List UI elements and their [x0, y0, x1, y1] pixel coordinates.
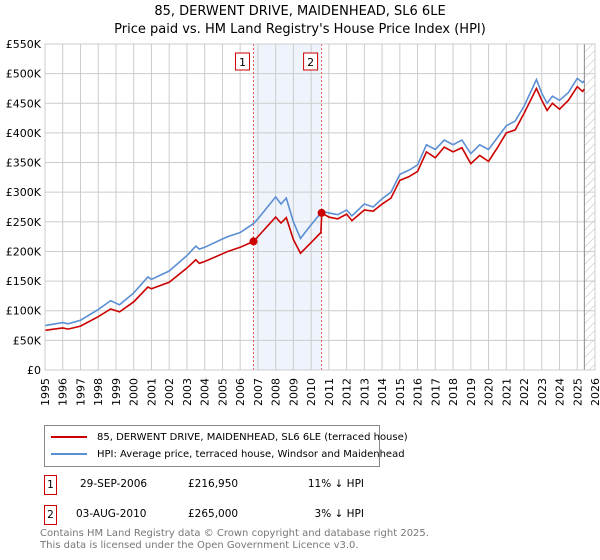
x-tick-label: 2023	[536, 378, 549, 406]
sale-point	[249, 237, 258, 246]
y-tick-label: £0	[27, 364, 41, 377]
sale-badge: 1	[44, 475, 57, 495]
x-tick-label: 2018	[447, 378, 460, 406]
x-tick-label: 2019	[465, 378, 478, 406]
x-tick-label: 2017	[429, 378, 442, 406]
sale-price: £265,000	[188, 508, 239, 520]
sale-marker-number: 2	[307, 56, 314, 69]
footer: Contains HM Land Registry data © Crown c…	[40, 528, 429, 552]
x-tick-label: 2003	[181, 378, 194, 406]
y-tick-label: £200K	[6, 245, 42, 258]
footer-copyright: Contains HM Land Registry data © Crown c…	[40, 528, 429, 539]
sale-hpi-diff: 11% ↓ HPI	[307, 478, 364, 490]
x-tick-label: 2002	[163, 378, 176, 406]
x-tick-label: 2024	[554, 378, 567, 406]
legend: 85, DERWENT DRIVE, MAIDENHEAD, SL6 6LE (…	[44, 425, 408, 467]
chart-title: 85, DERWENT DRIVE, MAIDENHEAD, SL6 6LE Pr…	[0, 3, 600, 39]
legend-label: 85, DERWENT DRIVE, MAIDENHEAD, SL6 6LE (…	[97, 431, 408, 443]
x-tick-label: 2021	[500, 378, 513, 406]
x-tick-label: 1999	[110, 378, 123, 406]
y-tick-label: £350K	[6, 157, 42, 170]
x-tick-label: 2005	[216, 378, 229, 406]
sale-marker-badge	[234, 52, 250, 71]
plot-border	[44, 43, 596, 371]
sale-hpi-diff: 3% ↓ HPI	[314, 508, 364, 520]
y-tick-label: £50K	[13, 334, 42, 347]
sale-marker-badge	[303, 52, 319, 71]
sale-period-shading	[253, 44, 322, 370]
y-tick-label: £150K	[6, 275, 42, 288]
x-tick-label: 1996	[57, 378, 70, 406]
x-tick-label: 2014	[376, 378, 389, 406]
y-tick-label: £100K	[6, 305, 42, 318]
x-tick-label: 2026	[589, 378, 600, 406]
sale-date: 29-SEP-2006	[80, 478, 148, 490]
x-tick-label: 1998	[92, 378, 105, 406]
x-tick-label: 2020	[483, 378, 496, 406]
forecast-hatch	[584, 44, 595, 370]
y-tick-label: £550K	[6, 38, 42, 51]
x-tick-label: 2000	[128, 378, 141, 406]
x-tick-label: 2022	[518, 378, 531, 406]
x-tick-label: 2009	[287, 378, 300, 406]
sale-price: £216,950	[188, 478, 239, 490]
footer-licence: This data is licensed under the Open Gov…	[40, 540, 359, 551]
sale-point	[317, 208, 326, 217]
y-tick-label: £400K	[6, 127, 42, 140]
x-tick-label: 2012	[341, 378, 354, 406]
x-tick-label: 1997	[74, 378, 87, 406]
sale-date: 03-AUG-2010	[76, 508, 147, 520]
y-tick-label: £500K	[6, 68, 42, 81]
x-tick-label: 2013	[358, 378, 371, 406]
x-tick-label: 2015	[394, 378, 407, 406]
x-tick-label: 2016	[412, 378, 425, 406]
y-tick-label: £450K	[6, 97, 42, 110]
x-tick-label: 2010	[305, 378, 318, 406]
legend-item-property: 85, DERWENT DRIVE, MAIDENHEAD, SL6 6LE (…	[51, 429, 408, 445]
price-chart: 1995 1996 1997 1998 1999 2000 2001 2002 2003 2004…	[6, 38, 600, 406]
x-tick-label: 2006	[234, 378, 247, 406]
title-line: 85, DERWENT DRIVE, MAIDENHEAD, SL6 6LE	[154, 4, 446, 19]
x-tick-label: 1995	[39, 378, 52, 406]
y-tick-label: £300K	[6, 186, 42, 199]
x-tick-label: 2025	[571, 378, 584, 406]
blue-line-swatch	[51, 453, 87, 455]
x-tick-label: 2008	[270, 378, 283, 406]
red-line-swatch	[51, 436, 87, 438]
series-line	[44, 85, 585, 332]
y-tick-label: £250K	[6, 216, 42, 229]
x-tick-label: 2007	[252, 378, 265, 406]
legend-label: HPI: Average price, terraced house, Wind…	[97, 448, 405, 460]
x-tick-label: 2004	[199, 378, 212, 406]
sale-marker-number: 1	[239, 56, 246, 69]
x-tick-label: 2001	[145, 378, 158, 406]
x-tick-label: 2011	[323, 378, 336, 406]
sale-badge: 2	[44, 505, 57, 525]
legend-item-hpi: HPI: Average price, terraced house, Wind…	[51, 446, 405, 462]
series-line	[44, 77, 585, 327]
subtitle-line: Price paid vs. HM Land Registry's House …	[114, 22, 486, 37]
